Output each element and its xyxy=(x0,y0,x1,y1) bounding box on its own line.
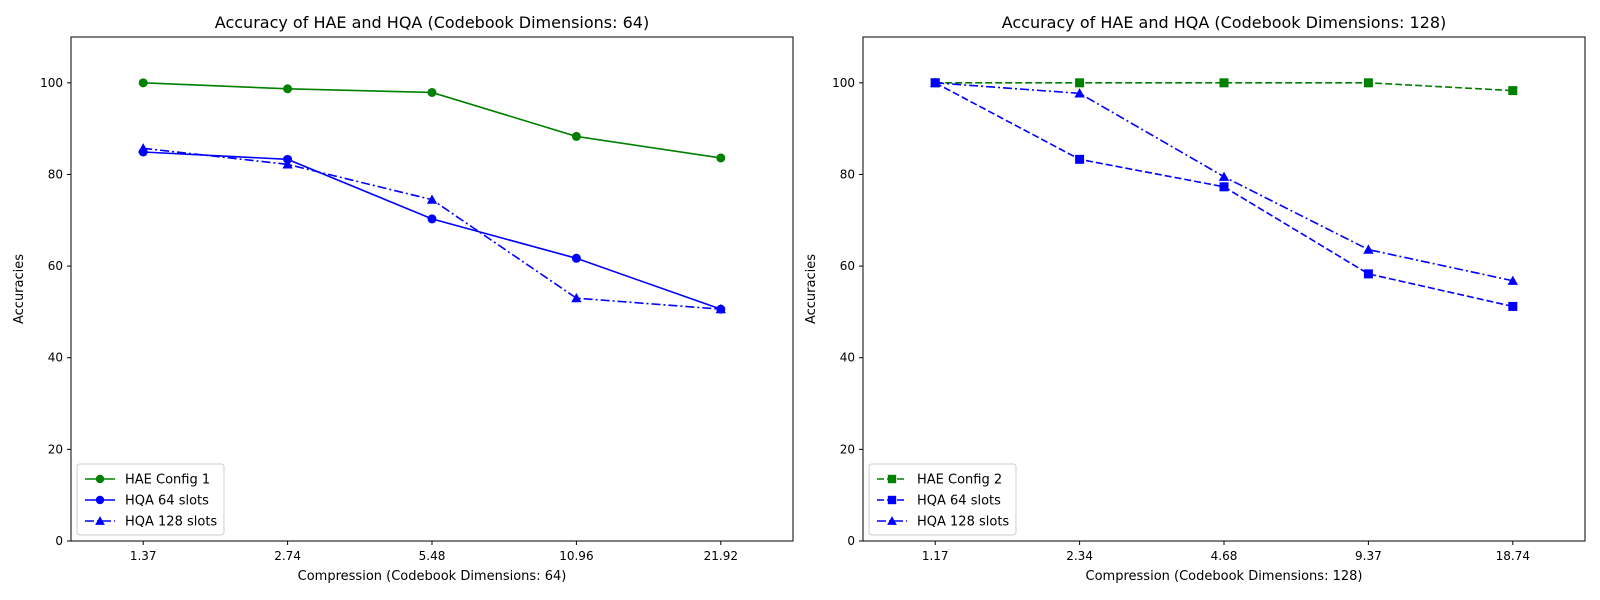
data-point xyxy=(1508,301,1518,311)
y-tick-label: 60 xyxy=(840,259,855,273)
chart-panel-2: Accuracy of HAE and HQA (Codebook Dimens… xyxy=(804,13,1586,584)
x-axis-label: Compression (Codebook Dimensions: 64) xyxy=(298,569,567,584)
series-1 xyxy=(138,78,726,163)
data-point xyxy=(716,153,726,163)
data-point xyxy=(1218,171,1230,181)
data-point xyxy=(282,159,293,169)
legend-marker xyxy=(95,474,105,484)
series-2 xyxy=(138,147,726,314)
series-line xyxy=(935,82,1513,92)
data-point xyxy=(1219,182,1229,192)
y-tick-label: 20 xyxy=(48,442,63,456)
data-point xyxy=(427,214,437,224)
legend-item: HAE Config 1 xyxy=(85,473,210,488)
series-line xyxy=(934,82,1513,308)
data-point xyxy=(1508,86,1518,96)
x-axis-label: Compression (Codebook Dimensions: 128) xyxy=(1086,569,1363,584)
series-1 xyxy=(930,78,1518,96)
legend-box xyxy=(76,463,225,536)
legend-item: HQA 64 slots xyxy=(85,494,209,509)
x-tick-label: 4.68 xyxy=(1211,549,1238,563)
chart-title: Accuracy of HAE and HQA (Codebook Dimens… xyxy=(1002,13,1447,32)
x-tick-label: 2.34 xyxy=(1066,549,1093,563)
data-point xyxy=(1363,269,1373,279)
legend-marker xyxy=(95,516,105,525)
data-point xyxy=(1074,88,1085,98)
legend-marker xyxy=(887,495,897,505)
series-line xyxy=(143,151,722,310)
y-tick-label: 60 xyxy=(48,259,63,273)
data-point xyxy=(715,303,726,314)
data-point xyxy=(426,194,438,204)
legend-marker xyxy=(887,516,897,525)
x-tick-label: 18.74 xyxy=(1496,549,1530,563)
y-axis-label: Accuracies xyxy=(12,254,27,324)
series-line xyxy=(935,82,1513,282)
y-tick-label: 80 xyxy=(48,167,63,181)
legend-item: HQA 64 slots xyxy=(877,494,1001,509)
legend: HAE Config 2 HQA 64 slots HQA 128 slots xyxy=(868,463,1017,536)
data-point xyxy=(1363,244,1374,254)
x-tick-label: 1.37 xyxy=(130,549,157,563)
x-tick-label: 2.74 xyxy=(274,549,301,563)
series-3 xyxy=(138,143,726,314)
data-point xyxy=(283,84,293,94)
data-point xyxy=(571,292,582,303)
data-point xyxy=(930,77,941,87)
legend: HAE Config 1 HQA 64 slots HQA 128 slots xyxy=(76,463,225,536)
data-point xyxy=(1075,154,1085,164)
chart-title: Accuracy of HAE and HQA (Codebook Dimens… xyxy=(215,13,649,32)
y-tick-label: 40 xyxy=(48,351,63,365)
legend-label: HQA 64 slots xyxy=(125,494,209,509)
y-axis-label: Accuracies xyxy=(804,254,819,324)
data-point xyxy=(1219,78,1229,88)
legend-item: HQA 128 slots xyxy=(877,515,1009,530)
legend-label: HQA 128 slots xyxy=(917,515,1009,530)
y-tick-label: 100 xyxy=(832,76,855,90)
legend-item: HAE Config 2 xyxy=(877,473,1002,488)
data-point xyxy=(138,143,149,153)
legend-label: HAE Config 1 xyxy=(125,473,210,488)
data-point xyxy=(1075,78,1085,88)
legend-marker xyxy=(95,495,105,505)
x-tick-label: 1.17 xyxy=(922,549,949,563)
data-point xyxy=(427,87,437,97)
y-tick-label: 0 xyxy=(55,534,63,548)
chart-panel-1: Accuracy of HAE and HQA (Codebook Dimens… xyxy=(12,13,794,584)
data-point xyxy=(138,78,148,88)
legend-item: HQA 128 slots xyxy=(85,515,217,530)
data-point xyxy=(571,131,581,141)
x-tick-label: 5.48 xyxy=(419,549,446,563)
data-point xyxy=(1507,275,1518,285)
legend-label: HQA 128 slots xyxy=(125,515,217,530)
legend-label: HAE Config 2 xyxy=(917,473,1002,488)
data-point xyxy=(1363,78,1373,88)
x-tick-label: 21.92 xyxy=(704,549,738,563)
y-tick-label: 20 xyxy=(840,442,855,456)
series-3 xyxy=(930,77,1518,285)
y-tick-label: 0 xyxy=(847,534,855,548)
y-tick-label: 100 xyxy=(40,76,63,90)
series-2 xyxy=(930,78,1518,311)
y-tick-label: 80 xyxy=(840,167,855,181)
x-tick-label: 10.96 xyxy=(559,549,593,563)
legend-label: HQA 64 slots xyxy=(917,494,1001,509)
y-tick-label: 40 xyxy=(840,351,855,365)
legend-box xyxy=(868,463,1017,536)
legend-marker xyxy=(887,474,897,484)
series-line xyxy=(143,147,721,310)
x-tick-label: 9.37 xyxy=(1355,549,1382,563)
data-point xyxy=(571,253,581,263)
